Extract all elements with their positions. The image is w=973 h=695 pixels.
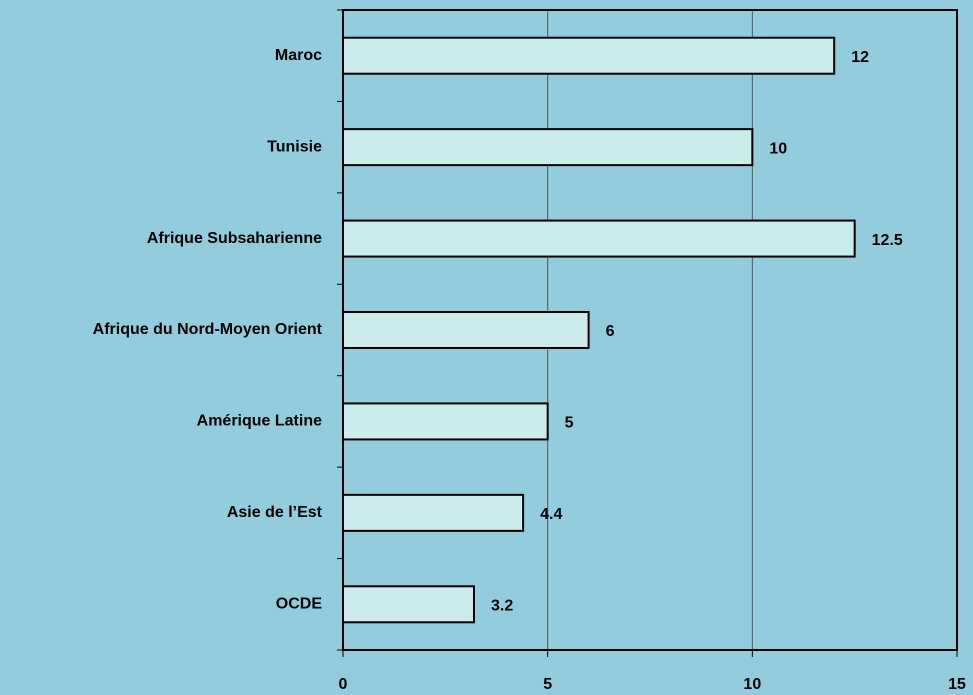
- x-tick-label: 10: [743, 676, 761, 693]
- x-tick-label: 0: [339, 676, 348, 693]
- data-label: 3.2: [491, 598, 513, 615]
- y-tick-label: OCDE: [276, 596, 323, 613]
- data-label: 4.4: [540, 506, 562, 523]
- data-label: 6: [606, 323, 615, 340]
- y-tick-label: Asie de l’Est: [227, 504, 323, 521]
- bar: [342, 311, 590, 349]
- y-tick-label: Maroc: [275, 47, 322, 64]
- x-tick-label: 15: [948, 676, 966, 693]
- data-label: 10: [769, 140, 787, 157]
- y-tick-label: Amérique Latine: [197, 413, 322, 430]
- bar: [342, 128, 754, 167]
- x-tick-label: 5: [543, 676, 552, 693]
- bar: [342, 585, 475, 624]
- bar: [342, 219, 856, 258]
- y-tick-label: Afrique du Nord-Moyen Orient: [93, 321, 323, 338]
- data-label: 5: [565, 415, 574, 432]
- bar: [342, 36, 836, 75]
- bar: [342, 493, 525, 532]
- data-label: 12: [851, 49, 869, 66]
- y-tick-label: Afrique Subsaharienne: [147, 230, 322, 247]
- y-tick-label: Tunisie: [267, 138, 322, 155]
- bar: [342, 402, 549, 441]
- data-label: 12.5: [872, 232, 903, 249]
